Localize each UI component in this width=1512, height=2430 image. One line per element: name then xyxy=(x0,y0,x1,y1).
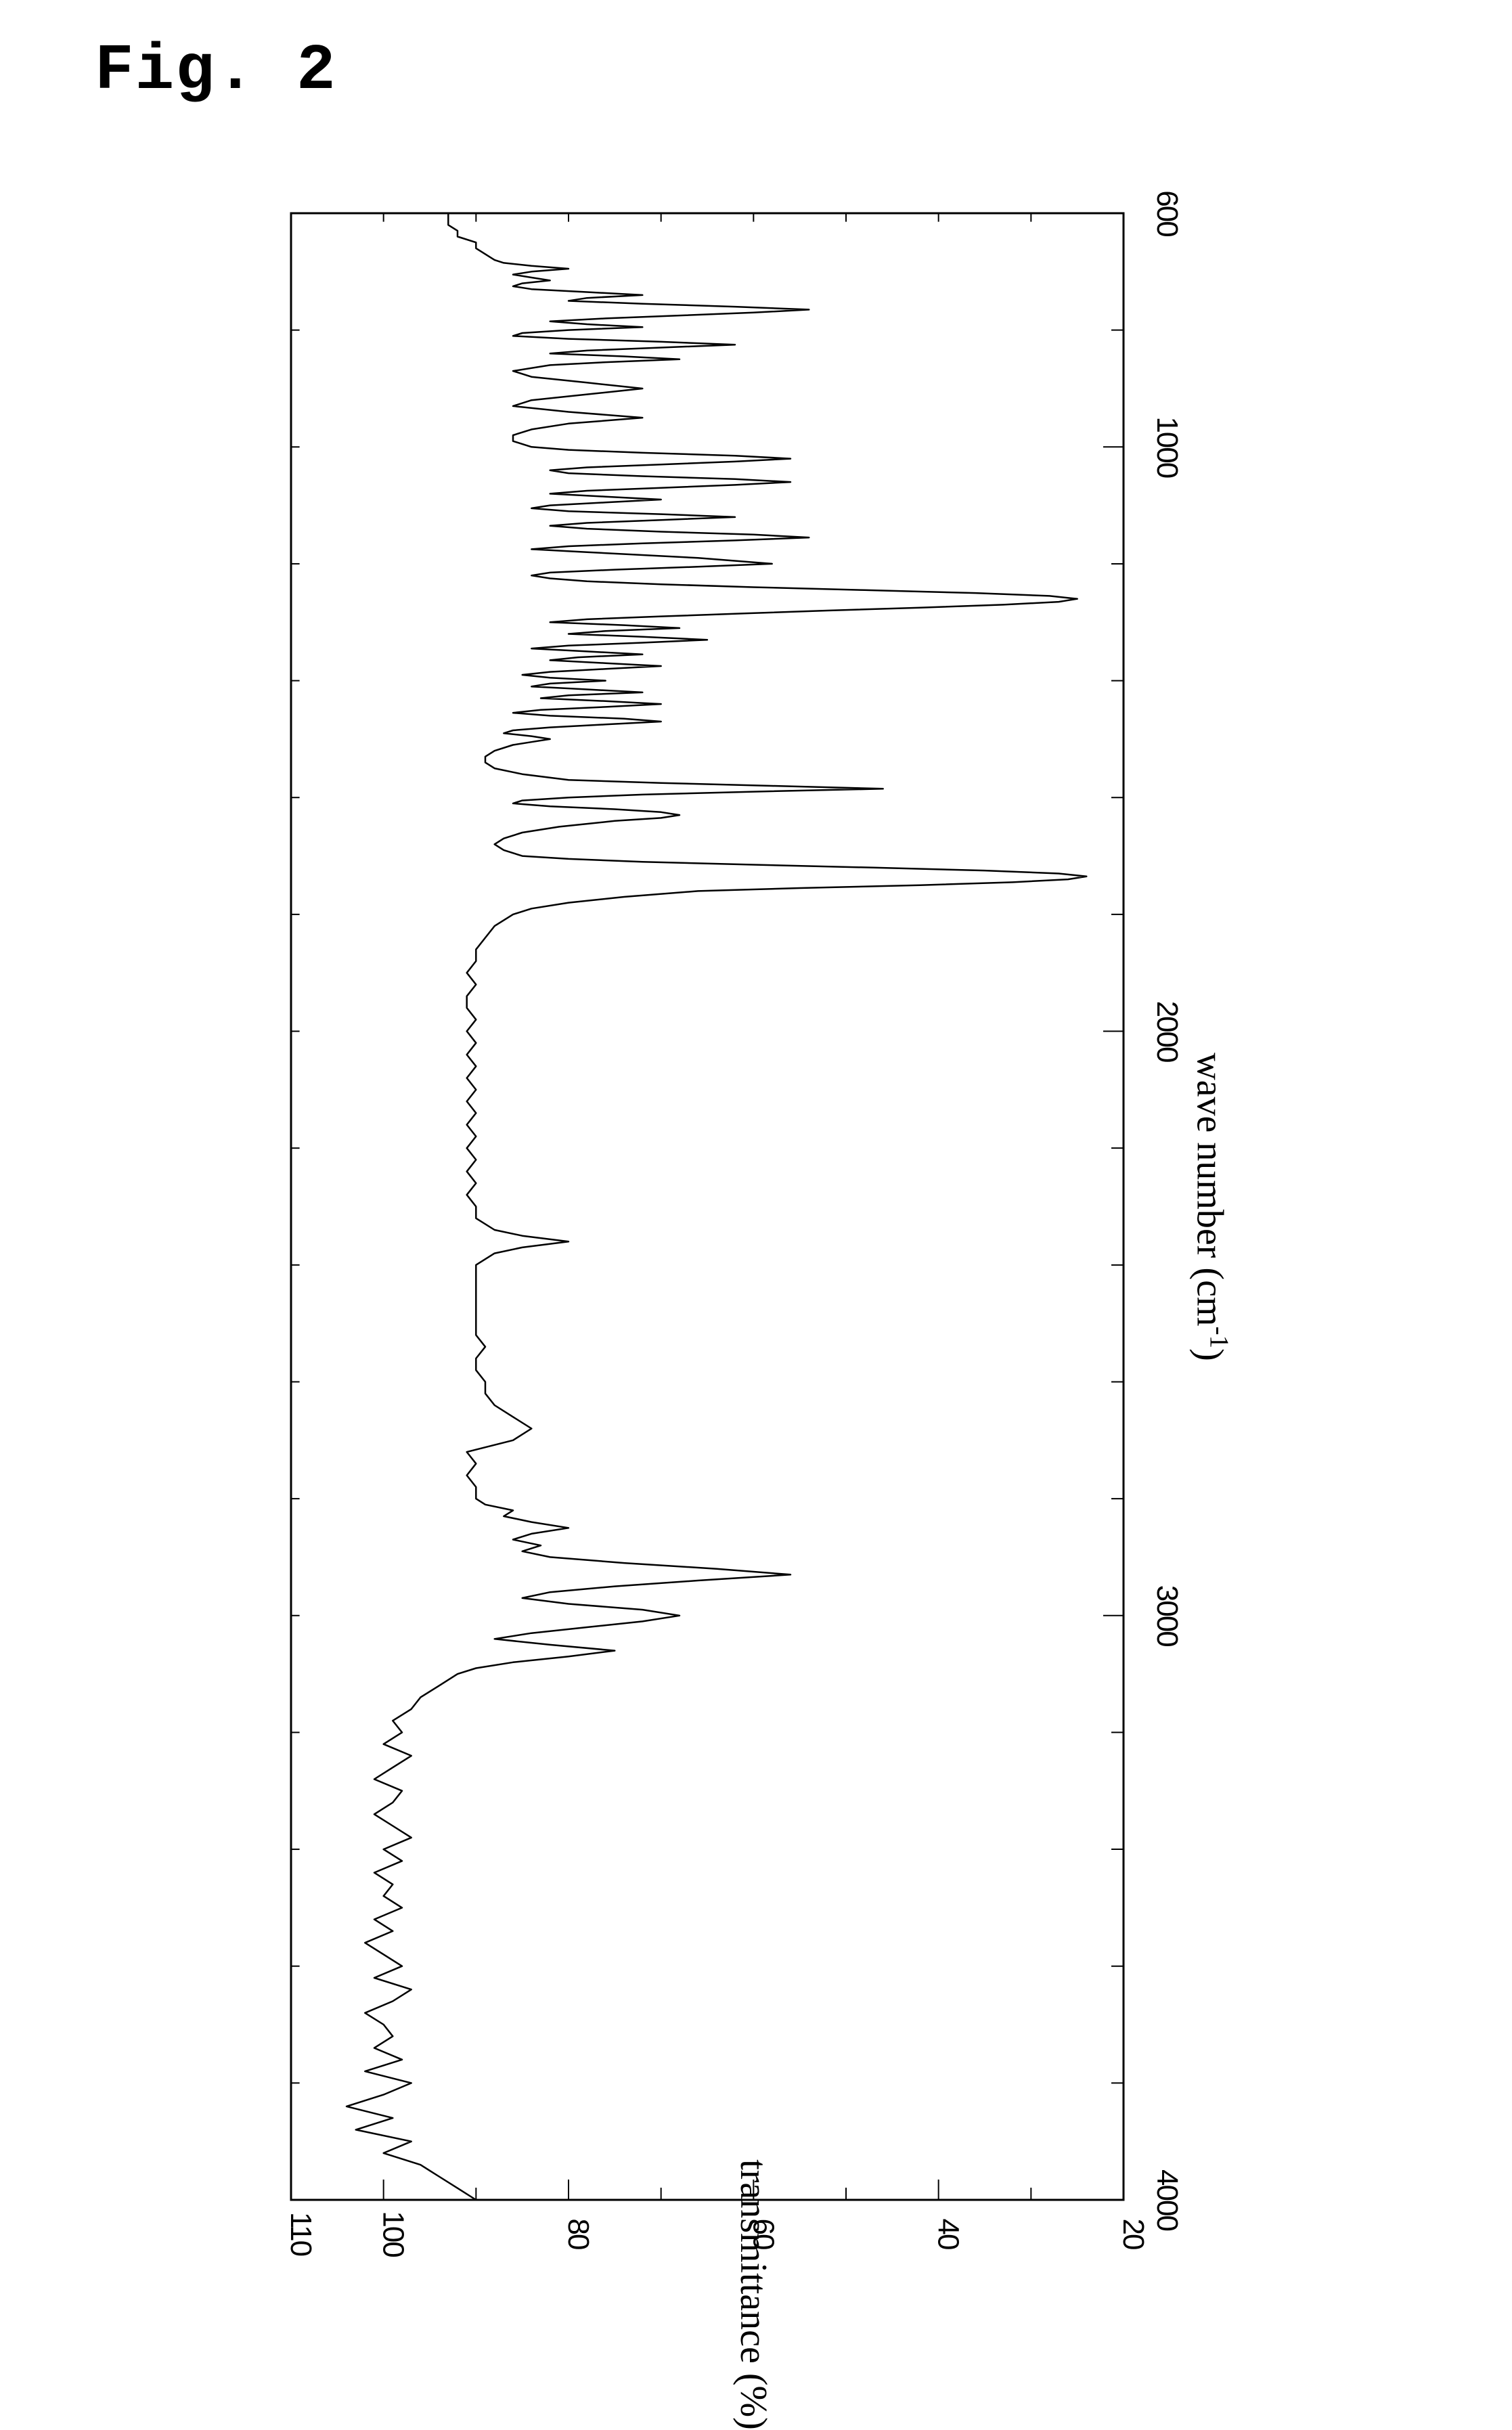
x-tick-label: 2000 xyxy=(1151,1001,1184,1062)
figure-title: Fig. 2 xyxy=(95,34,337,108)
y-tick-label: 20 xyxy=(1117,2219,1150,2249)
x-tick-label: 4000 xyxy=(1151,2169,1184,2230)
y-tick-label: 110 xyxy=(284,2212,317,2256)
spectrum-line xyxy=(347,213,1086,2200)
x-tick-label: 3000 xyxy=(1151,1585,1184,1646)
ir-spectrum-chart: 400030002000100060020406080100110 xyxy=(244,186,1245,2268)
page-root: Fig. 2 400030002000100060020406080100110… xyxy=(0,0,1512,2376)
y-axis-label: transmittance (%) xyxy=(732,2159,775,2430)
y-tick-label: 40 xyxy=(932,2219,965,2249)
x-tick-label: 600 xyxy=(1151,190,1184,236)
x-axis-label-text: wave number (cm-1) xyxy=(1189,1053,1231,1361)
y-tick-label: 80 xyxy=(562,2219,595,2249)
x-axis-label: wave number (cm-1) xyxy=(1188,1053,1235,1361)
y-tick-label: 100 xyxy=(377,2211,410,2257)
x-tick-label: 1000 xyxy=(1151,416,1184,477)
y-axis-label-text: transmittance (%) xyxy=(732,2159,774,2430)
